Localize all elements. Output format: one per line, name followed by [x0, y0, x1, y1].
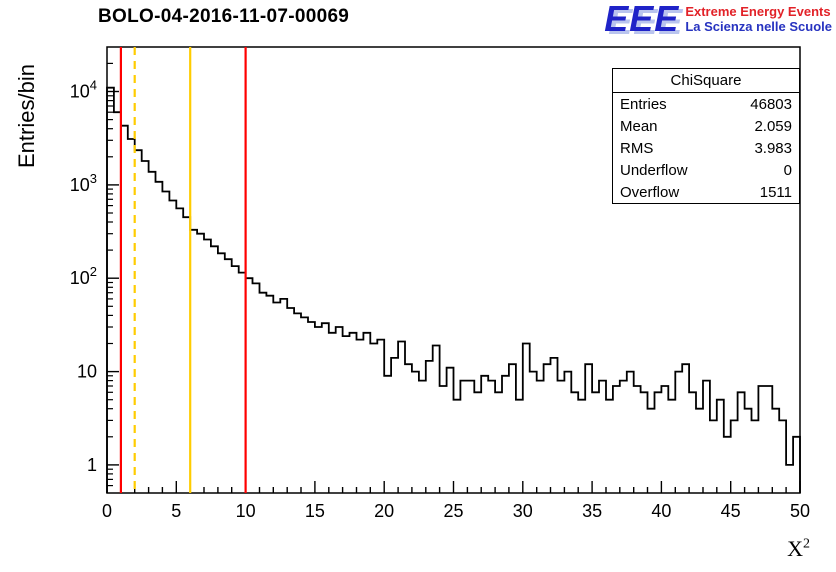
svg-text:102: 102 — [70, 264, 97, 288]
x-axis-title-base: X — [787, 536, 803, 561]
stats-value: 3.983 — [754, 139, 792, 157]
eee-logo-caption: Extreme Energy Events La Scienza nelle S… — [685, 2, 832, 34]
logo-line2: La Scienza nelle Scuole — [685, 19, 832, 34]
stats-label: Underflow — [620, 161, 688, 179]
stats-label: RMS — [620, 139, 654, 157]
svg-text:30: 30 — [513, 501, 533, 521]
plot-title: BOLO-04-2016-11-07-00069 — [98, 6, 350, 27]
logo-line1: Extreme Energy Events — [685, 4, 831, 19]
stats-value: 0 — [783, 161, 792, 179]
svg-text:35: 35 — [582, 501, 602, 521]
svg-text:0: 0 — [102, 501, 112, 521]
svg-text:45: 45 — [721, 501, 741, 521]
svg-text:15: 15 — [305, 501, 325, 521]
x-axis-title: X2 — [787, 536, 810, 562]
svg-text:25: 25 — [443, 501, 463, 521]
stats-label: Entries — [620, 95, 667, 113]
stats-row-entries: Entries 46803 — [613, 93, 799, 115]
eee-logo-text: EEE — [604, 0, 680, 39]
stats-value: 46803 — [750, 95, 792, 113]
stats-row-mean: Mean 2.059 — [613, 115, 799, 137]
stats-label: Overflow — [620, 183, 680, 201]
stats-value: 1511 — [759, 183, 792, 201]
stats-label: Mean — [620, 117, 658, 135]
svg-text:103: 103 — [70, 171, 97, 195]
y-axis-title: Entries/bin — [14, 64, 39, 168]
stats-row-rms: RMS 3.983 — [613, 137, 799, 159]
stats-row-underflow: Underflow 0 — [613, 159, 799, 181]
svg-text:50: 50 — [790, 501, 810, 521]
stats-value: 2.059 — [754, 117, 792, 135]
svg-text:10: 10 — [236, 501, 256, 521]
svg-text:10: 10 — [77, 362, 97, 382]
svg-text:40: 40 — [651, 501, 671, 521]
stats-box: ChiSquare Entries 46803 Mean 2.059 RMS 3… — [612, 68, 800, 204]
stats-title: ChiSquare — [613, 69, 799, 93]
svg-text:104: 104 — [70, 78, 97, 102]
svg-text:5: 5 — [171, 501, 181, 521]
stats-row-overflow: Overflow 1511 — [613, 181, 799, 203]
eee-logo: EEE Extreme Energy Events La Scienza nel… — [604, 0, 832, 39]
x-axis-title-exponent: 2 — [803, 536, 810, 552]
svg-text:20: 20 — [374, 501, 394, 521]
svg-text:1: 1 — [87, 455, 97, 475]
